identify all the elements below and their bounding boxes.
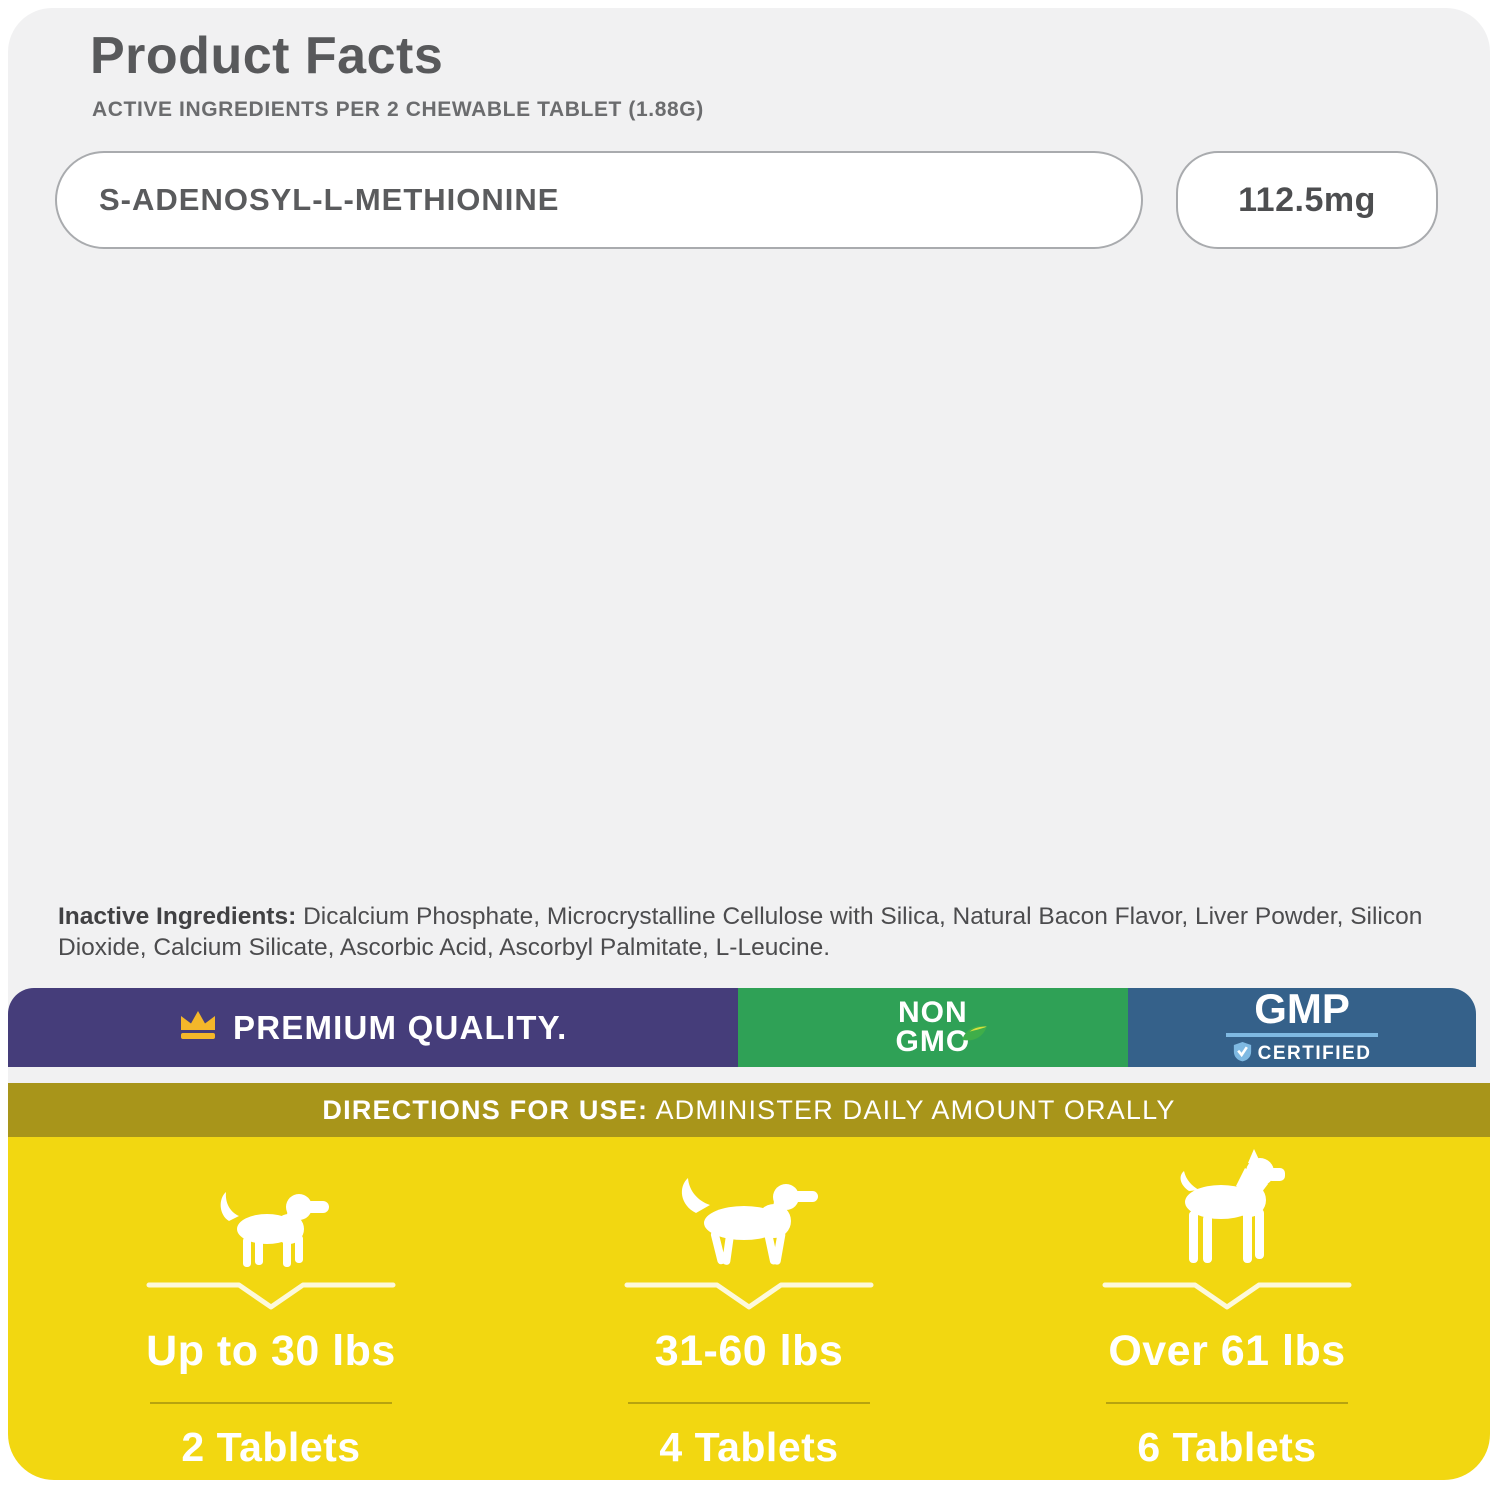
non-gmo-line1: NON — [898, 996, 968, 1029]
tablet-count: 6 Tablets — [1137, 1424, 1317, 1470]
ingredient-name-pill: S-ADENOSYL-L-METHIONINE — [55, 151, 1143, 249]
active-ingredient-row: S-ADENOSYL-L-METHIONINE 112.5mg — [55, 151, 1438, 249]
column-divider — [628, 1402, 870, 1404]
facts-panel: Product Facts ACTIVE INGREDIENTS PER 2 C… — [8, 8, 1490, 988]
dosage-column-large: Over 61 lbs 6 Tablets — [988, 1143, 1466, 1480]
gmp-logo: GMP CERTIFIED — [1226, 985, 1379, 1067]
tablet-count: 4 Tablets — [659, 1424, 839, 1470]
shield-check-icon — [1233, 1041, 1252, 1067]
column-divider — [1106, 1402, 1348, 1404]
inactive-ingredients-label: Inactive Ingredients: — [58, 902, 297, 930]
dosage-table: Up to 30 lbs 2 Tablets — [8, 1137, 1490, 1480]
premium-quality-label: PREMIUM QUALITY. — [233, 1008, 568, 1046]
crown-icon — [178, 1009, 218, 1046]
large-dog-icon — [1157, 1143, 1297, 1269]
directions-text: ADMINISTER DAILY AMOUNT ORALLY — [648, 1094, 1176, 1125]
gmp-underline — [1226, 1033, 1379, 1037]
pointer-line — [1102, 1282, 1352, 1310]
non-gmo-line2: GMO — [895, 1024, 971, 1058]
product-facts-label: Product Facts ACTIVE INGREDIENTS PER 2 C… — [8, 8, 1490, 1480]
inactive-ingredients-text: Dicalcium Phosphate, Microcrystalline Ce… — [58, 902, 1423, 962]
band-gap — [8, 1067, 1490, 1083]
non-gmo-badge: NON GMO — [737, 988, 1129, 1067]
inactive-ingredients: Inactive Ingredients: Dicalcium Phosphat… — [58, 901, 1458, 964]
page-title: Product Facts — [90, 27, 444, 85]
column-divider — [150, 1402, 392, 1404]
gmp-label: GMP — [1254, 985, 1350, 1032]
dosage-column-small: Up to 30 lbs 2 Tablets — [32, 1143, 510, 1480]
directions-label: DIRECTIONS FOR USE: — [322, 1094, 649, 1125]
premium-quality-badge: PREMIUM QUALITY. — [8, 988, 738, 1067]
gmp-certified-badge: GMP CERTIFIED — [1128, 988, 1476, 1067]
weight-range: Up to 30 lbs — [146, 1327, 396, 1375]
pointer-line — [624, 1282, 874, 1310]
directions-band: DIRECTIONS FOR USE: ADMINISTER DAILY AMO… — [8, 1083, 1490, 1137]
weight-range: Over 61 lbs — [1108, 1327, 1346, 1375]
small-dog-icon — [211, 1143, 331, 1269]
tablet-count: 2 Tablets — [181, 1424, 361, 1470]
leaf-icon — [962, 1021, 987, 1051]
badge-band: PREMIUM QUALITY. NON GMO GMP CERTIFIED — [8, 988, 1490, 1067]
gmp-certified-label: CERTIFIED — [1257, 1043, 1372, 1064]
active-ingredients-subtitle: ACTIVE INGREDIENTS PER 2 CHEWABLE TABLET… — [92, 98, 704, 121]
pointer-line — [146, 1282, 396, 1310]
weight-range: 31-60 lbs — [654, 1327, 844, 1375]
ingredient-amount-pill: 112.5mg — [1176, 151, 1438, 249]
dosage-column-medium: 31-60 lbs 4 Tablets — [510, 1143, 988, 1480]
non-gmo-logo: NON GMO — [895, 996, 987, 1058]
medium-dog-icon — [674, 1143, 824, 1269]
